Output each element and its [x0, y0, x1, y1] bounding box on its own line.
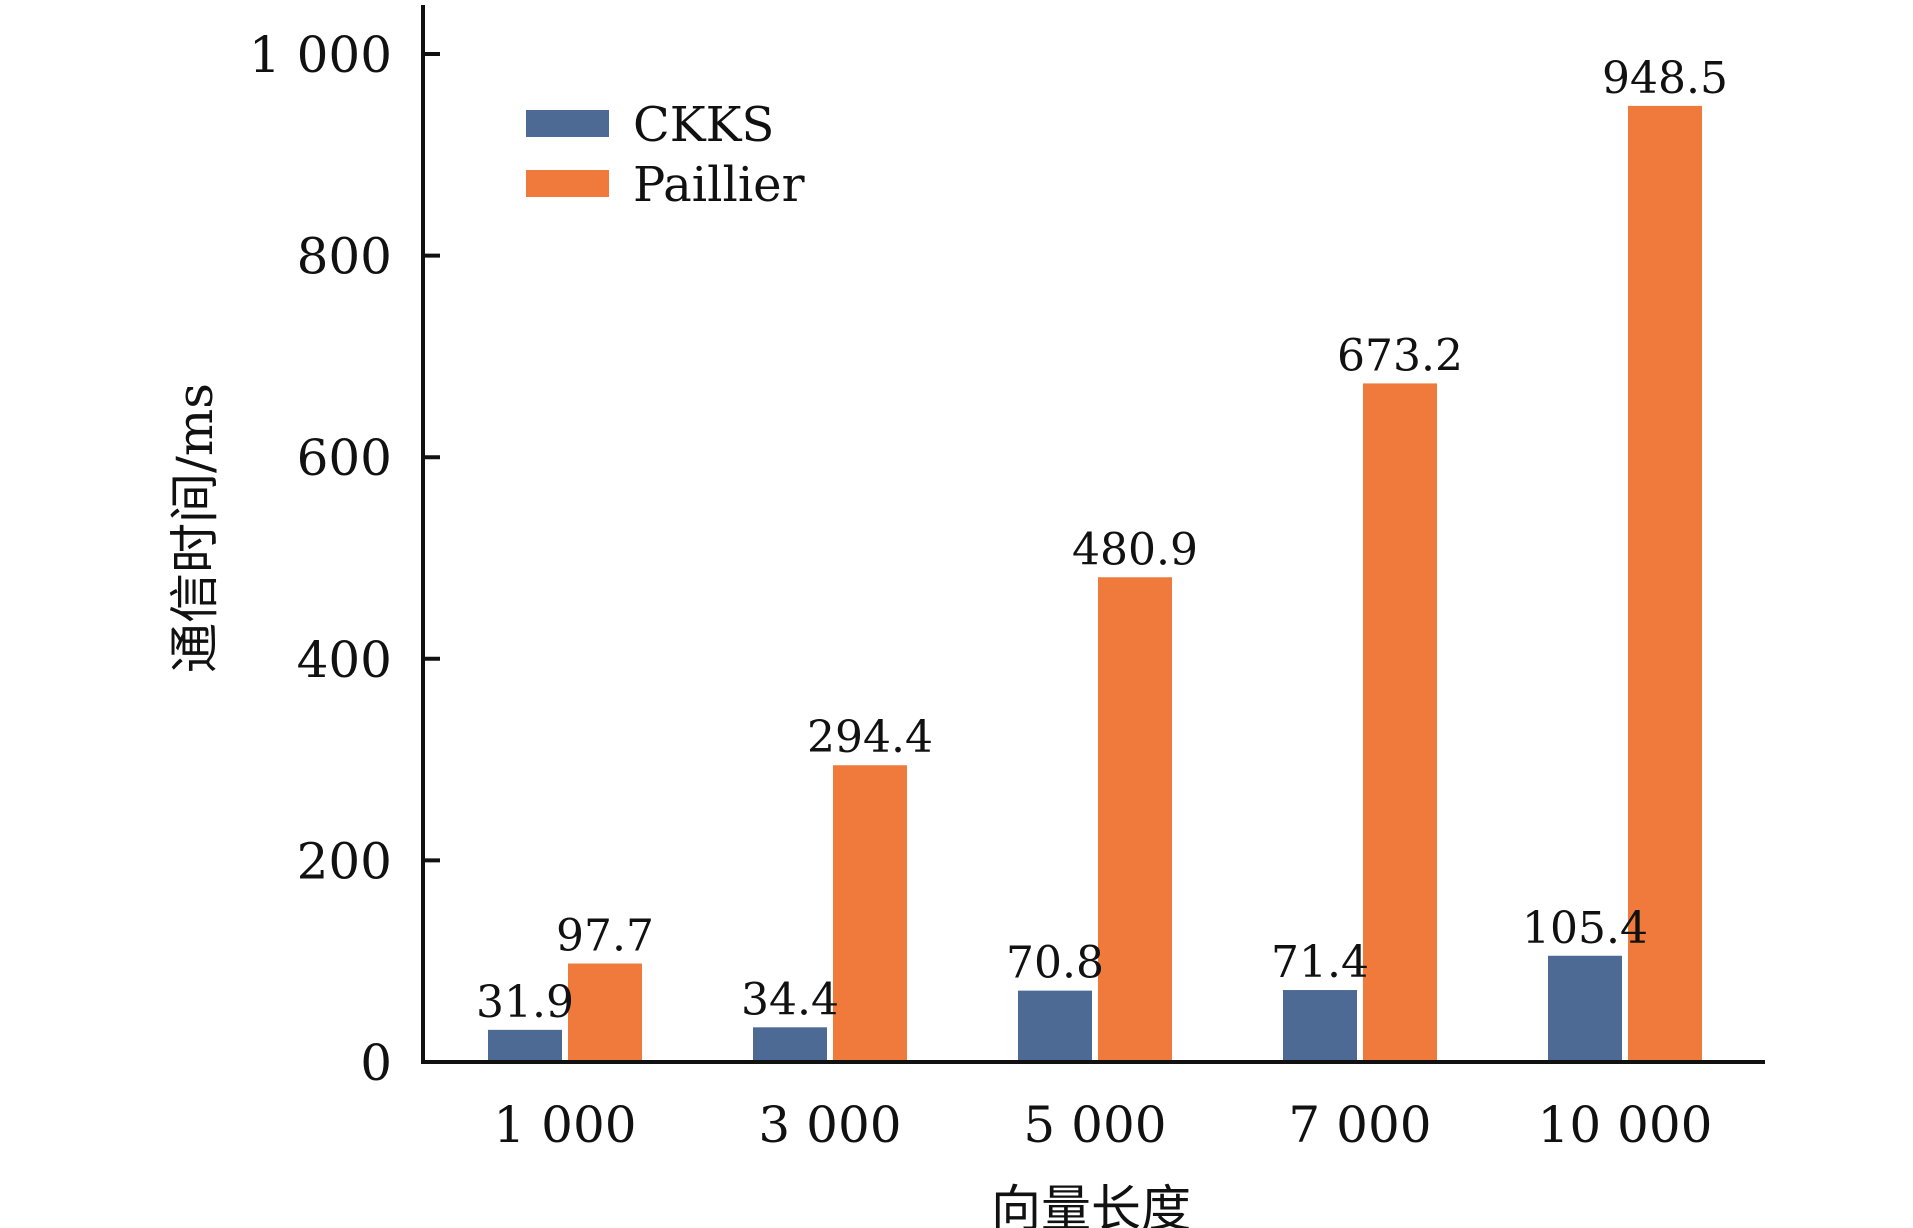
legend-label-ckks: CKKS — [633, 97, 774, 153]
data-label-ckks: 34.4 — [741, 974, 839, 1025]
x-tick-label: 5 000 — [1023, 1096, 1166, 1154]
legend-swatch-ckks — [526, 110, 609, 137]
bar-ckks-0 — [488, 1029, 562, 1062]
y-tick-label: 1 000 — [249, 26, 392, 84]
bar-paillier-3 — [1363, 383, 1437, 1062]
x-axis-title: 向量长度 — [991, 1180, 1191, 1228]
data-label-ckks: 71.4 — [1271, 937, 1369, 988]
y-tick-label: 600 — [297, 429, 392, 487]
data-label-paillier: 97.7 — [556, 911, 654, 962]
x-tick-label: 7 000 — [1288, 1096, 1431, 1154]
legend-swatch-paillier — [526, 170, 609, 197]
y-tick-label: 400 — [297, 631, 392, 689]
value-labels: 31.9 34.4 70.8 71.4 105.4 97.7 294.4 480.9 673.2… — [476, 53, 1728, 1028]
data-label-paillier: 948.5 — [1602, 53, 1728, 104]
y-tick-label: 0 — [360, 1034, 392, 1092]
y-tick-label: 200 — [297, 832, 392, 890]
legend: CKKS Paillier — [526, 97, 805, 213]
data-label-paillier: 480.9 — [1072, 524, 1198, 575]
bar-paillier-0 — [568, 963, 642, 1062]
bar-paillier-2 — [1098, 577, 1172, 1062]
bar-ckks-1 — [753, 1027, 827, 1062]
bar-ckks-4 — [1548, 955, 1622, 1062]
bars — [488, 105, 1702, 1063]
y-ticks: 0 200 400 600 800 1 000 — [249, 26, 440, 1092]
bar-paillier-4 — [1628, 105, 1702, 1063]
bar-ckks-2 — [1018, 990, 1092, 1062]
data-label-ckks: 105.4 — [1522, 903, 1648, 954]
x-ticks: 1 000 3 000 5 000 7 000 10 000 — [493, 1096, 1712, 1154]
legend-label-paillier: Paillier — [633, 157, 805, 213]
y-axis-title: 通信时间/ms — [166, 383, 224, 673]
bar-paillier-1 — [833, 765, 907, 1062]
x-tick-label: 1 000 — [493, 1096, 636, 1154]
data-label-ckks: 70.8 — [1006, 938, 1104, 989]
x-tick-label: 10 000 — [1538, 1096, 1713, 1154]
bar-ckks-3 — [1283, 990, 1357, 1062]
y-tick-label: 800 — [297, 228, 392, 286]
x-tick-label: 3 000 — [758, 1096, 901, 1154]
data-label-ckks: 31.9 — [476, 977, 574, 1028]
data-label-paillier: 294.4 — [807, 712, 933, 763]
data-label-paillier: 673.2 — [1337, 330, 1463, 381]
